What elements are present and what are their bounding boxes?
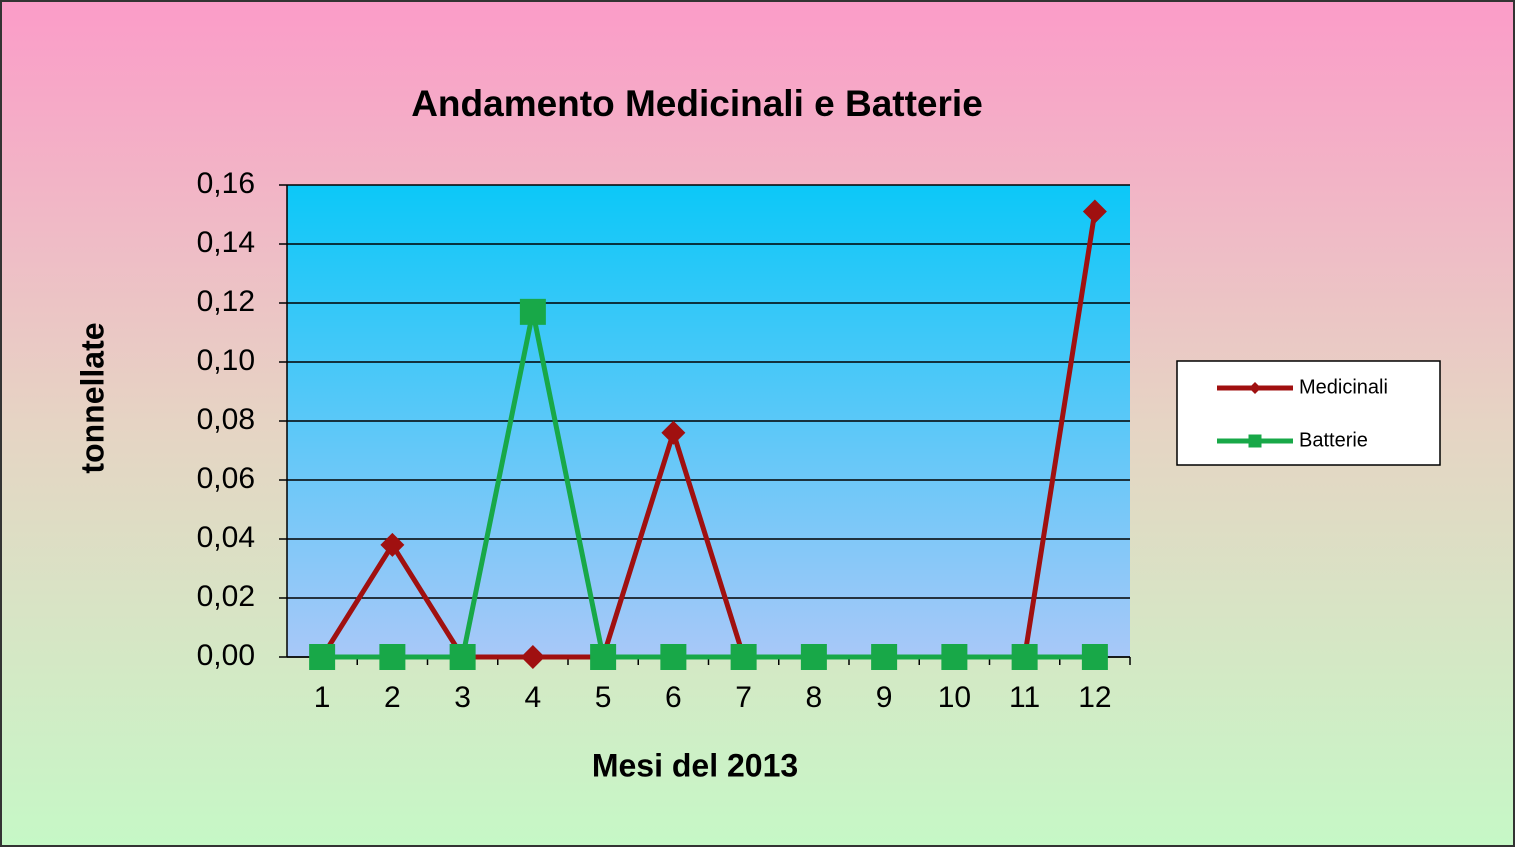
x-tick-label: 2 <box>384 681 401 714</box>
marker <box>941 644 968 670</box>
x-tick-label: 11 <box>1009 681 1040 714</box>
legend-label: Medicinali <box>1299 376 1388 398</box>
marker <box>871 644 898 670</box>
chart-title: Andamento Medicinali e Batterie <box>411 83 983 124</box>
legend <box>1176 360 1441 466</box>
marker <box>800 644 827 670</box>
x-tick-label: 12 <box>1078 681 1111 714</box>
y-axis-title: tonnellate <box>74 322 110 473</box>
marker <box>1082 199 1107 224</box>
x-tick-label: 1 <box>314 681 331 714</box>
y-tick-label: 0,08 <box>197 403 255 436</box>
marker <box>730 644 757 670</box>
y-tick-label: 0,10 <box>197 344 255 377</box>
y-tick-label: 0,02 <box>197 580 255 613</box>
x-tick-label: 6 <box>665 681 682 714</box>
marker <box>519 298 546 325</box>
x-tick-label: 5 <box>595 681 612 714</box>
y-tick-label: 0,14 <box>197 226 255 259</box>
marker <box>660 644 687 670</box>
y-tick-label: 0,00 <box>197 639 255 672</box>
x-tick-label: 4 <box>525 681 542 714</box>
marker <box>380 532 405 557</box>
x-tick-label: 8 <box>806 681 823 714</box>
marker <box>520 645 545 669</box>
marker <box>309 644 336 670</box>
legend-label: Batterie <box>1299 429 1368 451</box>
marker <box>1248 434 1262 448</box>
x-tick-label: 9 <box>876 681 893 714</box>
x-axis-title: Mesi del 2013 <box>592 747 798 783</box>
marker <box>1249 382 1261 394</box>
marker <box>590 644 617 670</box>
marker <box>1011 644 1038 670</box>
marker <box>661 420 686 445</box>
y-tick-label: 0,04 <box>197 521 255 554</box>
x-tick-label: 10 <box>938 681 971 714</box>
y-tick-label: 0,12 <box>197 285 255 318</box>
marker <box>449 644 476 670</box>
x-tick-label: 3 <box>454 681 471 714</box>
marker <box>379 644 406 670</box>
y-tick-label: 0,16 <box>197 167 255 200</box>
y-tick-label: 0,06 <box>197 462 255 495</box>
x-tick-label: 7 <box>735 681 752 714</box>
marker <box>1081 644 1108 670</box>
